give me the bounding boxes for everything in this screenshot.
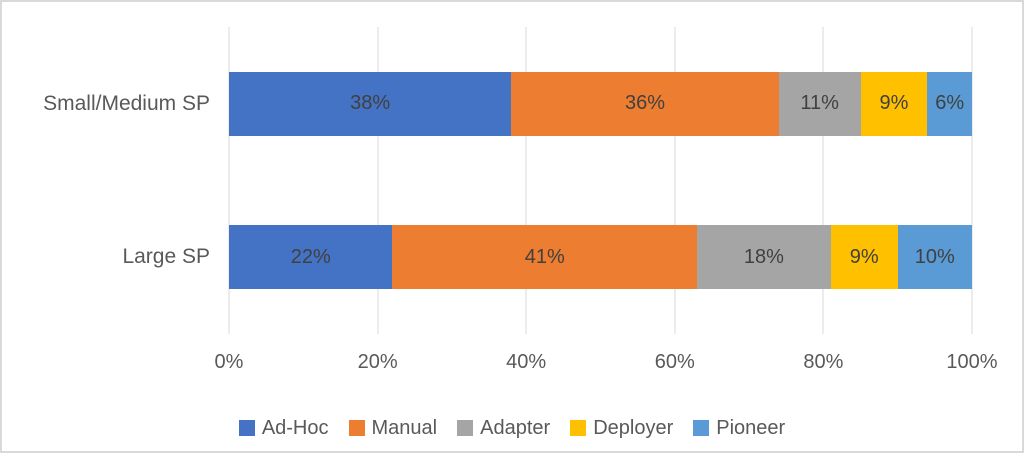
x-axis-tick-label: 100% xyxy=(946,351,998,373)
legend-marker-icon xyxy=(348,420,365,436)
category-label: Small/Medium SP xyxy=(43,91,210,115)
bar-segment-manual: 36% xyxy=(511,71,779,136)
gridline xyxy=(971,27,973,334)
x-axis-tick-label: 0% xyxy=(214,351,244,373)
legend-item-pioneer: Pioneer xyxy=(693,417,785,440)
data-label: 22% xyxy=(290,245,331,268)
x-axis: 0% 20% 40% 60% 80% 100% xyxy=(2,348,1022,376)
bar-segment-ad-hoc: 22% xyxy=(229,225,393,290)
x-axis-tick-label: 60% xyxy=(654,351,695,373)
data-label: 10% xyxy=(914,245,955,268)
data-label: 18% xyxy=(743,245,784,268)
bar-segment-deployer: 9% xyxy=(860,71,928,136)
legend-item-ad-hoc: Ad-Hoc xyxy=(238,416,329,440)
bar-segment-deployer: 9% xyxy=(830,225,898,290)
data-label: 36% xyxy=(625,92,666,115)
bar-segment-ad-hoc: 38% xyxy=(229,71,512,136)
gridline xyxy=(377,27,379,334)
x-axis-tick-label: 40% xyxy=(506,351,547,373)
legend-item-deployer: Deployer xyxy=(570,417,673,440)
bar-row: 38% 36% 11% 9% 6% xyxy=(229,71,972,136)
legend-marker-icon xyxy=(457,420,474,436)
plot-area: 38% 36% 11% 9% 6% 22% 41% 18% 9% 10% xyxy=(228,27,973,334)
data-label: 9% xyxy=(849,245,879,268)
legend-label: Deployer xyxy=(593,416,674,439)
x-axis-tick-label: 20% xyxy=(357,351,398,373)
bar-segment-adapter: 11% xyxy=(778,71,861,136)
legend-item-adapter: Adapter xyxy=(457,417,550,440)
bar-segment-manual: 41% xyxy=(392,225,698,290)
gridline xyxy=(822,27,824,334)
gridline xyxy=(228,27,230,334)
gridline xyxy=(674,27,676,334)
x-axis-tick-label: 80% xyxy=(803,351,844,373)
category-axis: Small/Medium SP Large SP xyxy=(2,27,210,334)
legend-label: Adapter xyxy=(480,416,551,439)
data-label: 41% xyxy=(524,245,565,268)
gridline xyxy=(525,27,527,334)
legend-label: Pioneer xyxy=(716,416,786,439)
legend-marker-icon xyxy=(570,420,587,436)
bar-row: 22% 41% 18% 9% 10% xyxy=(229,225,972,290)
legend-label: Ad-Hoc xyxy=(261,416,329,439)
category-label: Large SP xyxy=(122,245,210,269)
data-label: 38% xyxy=(350,92,391,115)
legend-marker-icon xyxy=(238,420,255,436)
legend-label: Manual xyxy=(371,416,438,439)
data-label: 9% xyxy=(879,92,909,115)
bar-segment-pioneer: 6% xyxy=(927,71,972,136)
data-label: 11% xyxy=(800,92,839,115)
legend-item-manual: Manual xyxy=(348,416,438,440)
bar-segment-pioneer: 10% xyxy=(897,225,972,290)
legend-marker-icon xyxy=(693,420,710,436)
bar-segment-adapter: 18% xyxy=(697,225,831,290)
data-label: 6% xyxy=(935,92,965,115)
legend: Ad-Hoc Manual Adapter Deployer Pioneer xyxy=(2,413,1022,443)
